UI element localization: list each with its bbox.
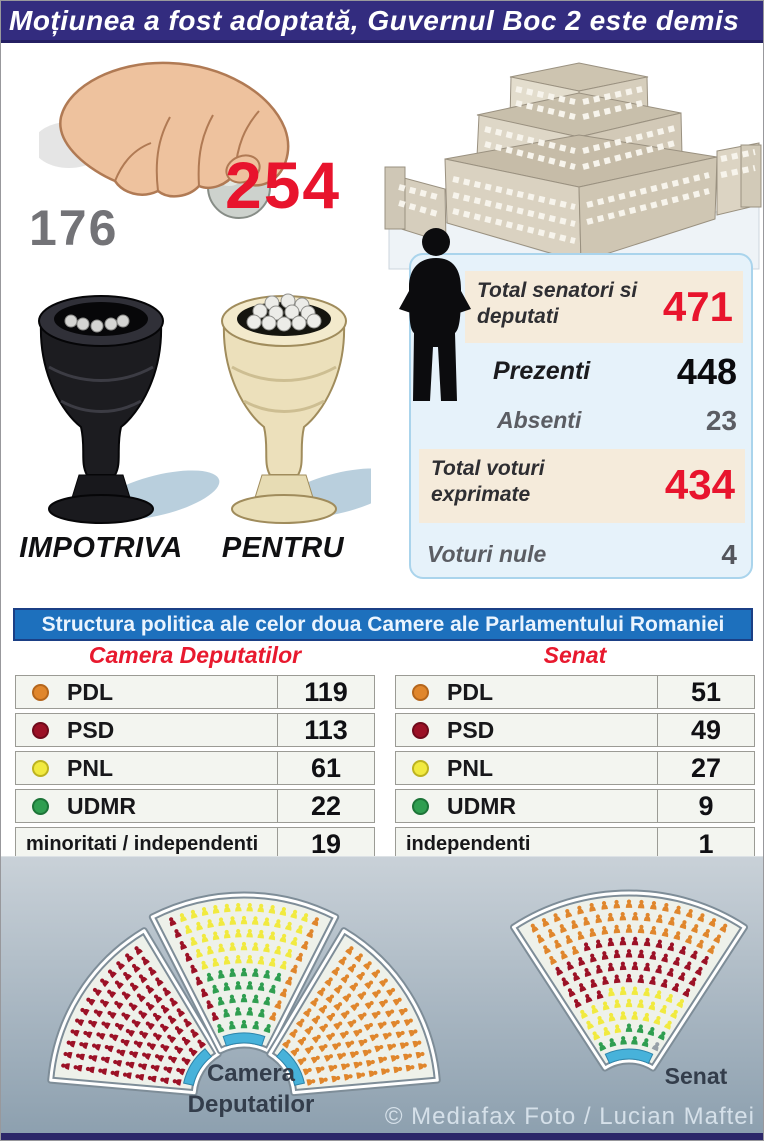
for-count: 254 xyxy=(225,148,342,222)
camera-deputatilor-table: PDL 119 PSD 113 PNL 61 UDMR 22 minoritati / inde… xyxy=(15,675,375,865)
seat-count: 19 xyxy=(277,828,374,860)
party-label-cell: minoritati / independenti xyxy=(16,828,277,860)
party-dot xyxy=(412,797,429,815)
stat-value: 4 xyxy=(721,539,737,570)
table-row: PSD 49 xyxy=(395,713,755,747)
party-name: UDMR xyxy=(67,792,136,819)
table-row: minoritati / independenti 19 xyxy=(15,827,375,861)
footer-bar xyxy=(1,1133,763,1140)
against-count: 176 xyxy=(29,200,119,256)
party-label-cell: PNL xyxy=(16,752,277,784)
party-name: independenti xyxy=(406,832,531,855)
seat-count: 119 xyxy=(277,676,374,708)
seat-count: 27 xyxy=(657,752,754,784)
stat-value: 471 xyxy=(662,283,733,330)
camera-wedge-left xyxy=(47,927,222,1097)
cream-urn xyxy=(221,293,371,524)
stat-label: Absenti xyxy=(497,407,582,433)
chamber-header-camera: Camera Deputatilor xyxy=(88,642,302,668)
party-label-cell: independenti xyxy=(396,828,657,860)
stat-value: 434 xyxy=(664,461,735,508)
table-row: PDL 119 xyxy=(15,675,375,709)
base-arc xyxy=(604,1048,654,1064)
party-label-cell: PNL xyxy=(396,752,657,784)
party-name: PSD xyxy=(447,716,495,743)
stat-label: Total voturi exprimate xyxy=(431,457,545,506)
senat-wedge xyxy=(510,889,748,1072)
party-name: minoritati / independenti xyxy=(26,832,259,855)
seat-count: 49 xyxy=(657,714,754,746)
fingertip xyxy=(225,154,261,184)
chamber-header-senat: Senat xyxy=(543,642,607,668)
hemicycle-charts xyxy=(47,889,748,1097)
party-dot xyxy=(32,721,49,739)
camera-hemicycle-label: Camera Deputatilor xyxy=(187,1060,315,1118)
against-label: IMPOTRIVA xyxy=(19,532,183,564)
party-label-cell: PSD xyxy=(396,714,657,746)
parliament-building-illustration xyxy=(384,62,762,270)
stat-value: 23 xyxy=(705,405,737,436)
stat-null-votes: Voturi nule 4 xyxy=(411,535,751,575)
party-dot xyxy=(32,683,49,701)
stat-total-votes: Total voturi exprimate 434 xyxy=(419,449,745,523)
page-title: Moțiunea a fost adoptată, Guvernul Boc 2… xyxy=(9,5,740,36)
camera-wedge-mid xyxy=(148,891,340,1055)
title-banner: Moțiunea a fost adoptată, Guvernul Boc 2… xyxy=(1,1,763,43)
base-arc xyxy=(222,1032,266,1047)
window-rows xyxy=(398,86,756,244)
party-dot xyxy=(412,721,429,739)
hemicycle-panel xyxy=(1,856,763,1133)
black-urn xyxy=(38,295,220,524)
party-name: PNL xyxy=(67,754,113,781)
stat-present: Prezenti 448 xyxy=(411,351,751,392)
seat-count: 9 xyxy=(657,790,754,822)
section-title: Structura politica ale celor doua Camere… xyxy=(41,613,725,636)
party-label-cell: UDMR xyxy=(16,790,277,822)
party-dot xyxy=(412,759,429,777)
party-name: PDL xyxy=(67,678,113,705)
party-label-cell: PDL xyxy=(16,676,277,708)
base-arc xyxy=(275,1048,305,1086)
party-dot xyxy=(412,683,429,701)
party-label-cell: PSD xyxy=(16,714,277,746)
table-row: UDMR 9 xyxy=(395,789,755,823)
stat-label: Prezenti xyxy=(493,357,591,385)
ballot-balls xyxy=(246,293,322,332)
party-dot xyxy=(32,759,49,777)
senat-hemicycle-label: Senat xyxy=(664,1063,728,1089)
senat-table: PDL 51 PSD 49 PNL 27 UDMR 9 independenti 1 xyxy=(395,675,755,865)
table-row: PSD 113 xyxy=(15,713,375,747)
section-banner: Structura politica ale celor doua Camere… xyxy=(13,608,753,641)
seat-count: 51 xyxy=(657,676,754,708)
party-label-cell: UDMR xyxy=(396,790,657,822)
party-dot xyxy=(32,797,49,815)
ballot-balls xyxy=(64,314,130,333)
stat-label: Voturi nule xyxy=(427,541,547,567)
person-silhouette xyxy=(399,228,471,401)
photo-credit: © Mediafax Foto / Lucian Maftei xyxy=(384,1103,755,1130)
seat-count: 61 xyxy=(277,752,374,784)
stat-label: Total senatori si deputati xyxy=(477,279,638,328)
table-row: UDMR 22 xyxy=(15,789,375,823)
party-name: PSD xyxy=(67,716,115,743)
camera-wedge-right xyxy=(266,927,441,1097)
party-name: UDMR xyxy=(447,792,516,819)
table-row: PNL 61 xyxy=(15,751,375,785)
party-name: PDL xyxy=(447,678,493,705)
party-label-cell: PDL xyxy=(396,676,657,708)
stat-absent: Absenti 23 xyxy=(411,401,751,441)
party-name: PNL xyxy=(447,754,493,781)
stat-total-members: Total senatori si deputati 471 xyxy=(465,271,743,343)
base-arc xyxy=(183,1048,213,1086)
seat-count: 22 xyxy=(277,790,374,822)
ballot-urns-illustration xyxy=(38,293,371,524)
for-label: PENTRU xyxy=(221,532,345,564)
table-row: PNL 27 xyxy=(395,751,755,785)
hand-dropping-ball-illustration xyxy=(39,61,290,219)
seat-count: 113 xyxy=(277,714,374,746)
table-row: PDL 51 xyxy=(395,675,755,709)
seat-count: 1 xyxy=(657,828,754,860)
stat-value: 448 xyxy=(676,351,737,392)
